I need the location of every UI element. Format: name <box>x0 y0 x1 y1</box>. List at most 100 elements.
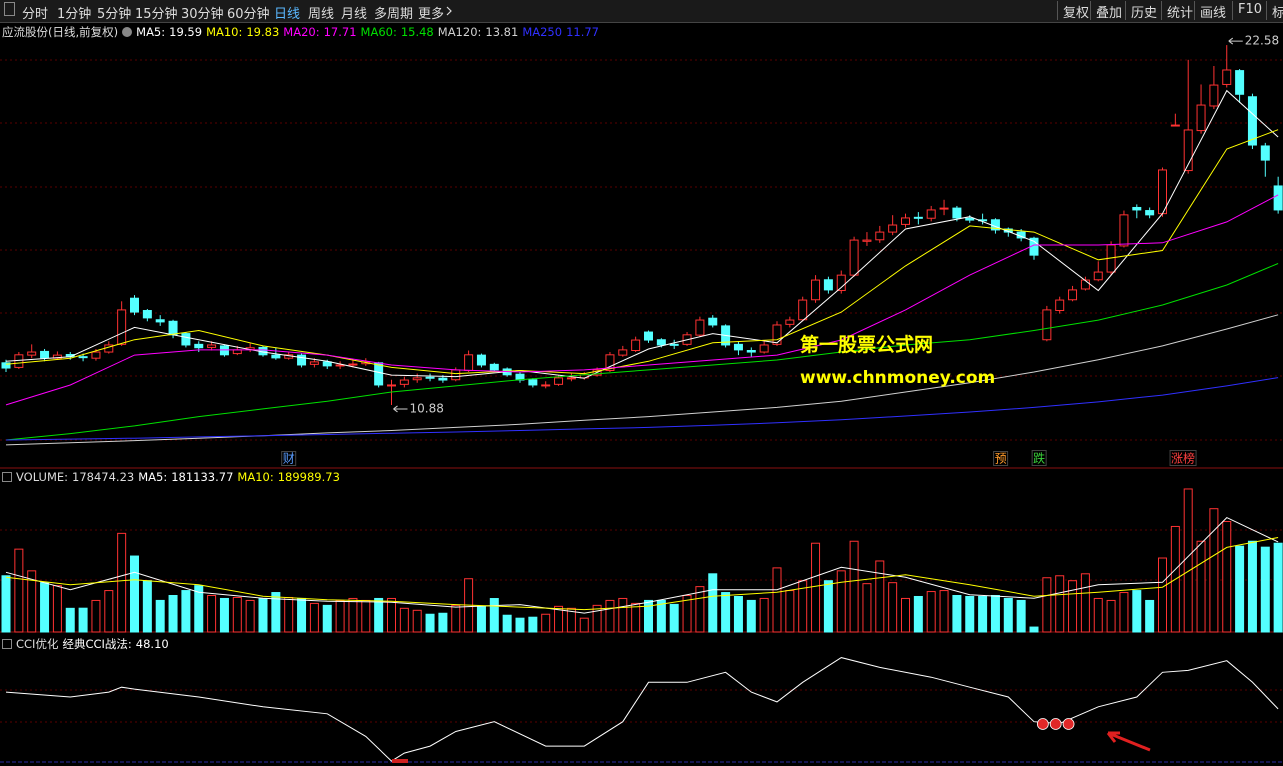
series-line <box>5 657 1279 762</box>
volume-bar <box>733 595 743 633</box>
candle-body <box>1158 169 1167 215</box>
volume-bar <box>952 594 962 633</box>
volume-bar <box>1158 557 1167 633</box>
volume-bar <box>811 542 821 633</box>
period-tab[interactable]: 日线 <box>274 7 301 22</box>
candle-body <box>554 377 564 385</box>
volume-bar <box>1273 542 1283 633</box>
volume-bar <box>1183 488 1193 633</box>
legend-name: MA120: <box>437 25 482 39</box>
tool-button[interactable]: 统计 <box>1161 1 1198 21</box>
candle-body <box>1 362 11 369</box>
event-box <box>281 451 297 466</box>
volume-bar <box>271 592 281 633</box>
toolbar: 分时 1分钟 5分钟 15分钟 30分钟 60分钟 日线 周线 月线 多周期 更… <box>0 0 1283 23</box>
volume-bar <box>27 570 37 633</box>
legend-value: 15.48 <box>400 25 434 39</box>
tool-button[interactable]: 复权 <box>1057 1 1094 21</box>
volume-bar <box>168 595 178 633</box>
volume-bar <box>566 607 576 633</box>
candle-body <box>91 351 101 359</box>
period-tab[interactable]: 30分钟 <box>181 7 224 22</box>
tool-button[interactable]: 历史 <box>1125 1 1162 21</box>
candle-body <box>1222 69 1232 85</box>
candle-body <box>374 362 384 386</box>
candle-body <box>425 376 435 379</box>
volume-bar <box>476 605 486 633</box>
candle-body <box>952 207 962 219</box>
volume-bar <box>374 597 384 633</box>
volume-bar <box>425 613 435 633</box>
volume-bar <box>1068 580 1078 633</box>
series-line <box>5 89 1279 379</box>
period-tab[interactable]: 分时 <box>22 7 49 22</box>
period-tab[interactable]: 多周期 <box>374 7 414 22</box>
volume-bar <box>1055 575 1065 633</box>
volume-bar <box>631 602 641 633</box>
dropdown-icon[interactable] <box>122 27 133 37</box>
candle-body <box>1042 309 1052 341</box>
more-tab[interactable]: 更多 <box>418 7 445 22</box>
signal-ball <box>1049 718 1062 730</box>
volume-bar <box>322 604 332 633</box>
candle-body <box>836 274 846 292</box>
tool-button[interactable]: F10 <box>1232 1 1267 20</box>
candle-body <box>117 309 127 345</box>
volume-bar <box>515 617 525 633</box>
volume-bar <box>746 599 756 633</box>
period-tab[interactable]: 5分钟 <box>97 7 132 22</box>
period-tab[interactable]: 1分钟 <box>57 7 92 22</box>
candle-body <box>669 343 679 346</box>
volume-bar <box>836 570 846 633</box>
candle-body <box>1119 214 1129 247</box>
candle-body <box>335 364 345 367</box>
volume-bar <box>297 597 307 633</box>
tool-button[interactable]: 叠加 <box>1090 1 1127 21</box>
series-line <box>5 129 1279 375</box>
candle-body <box>142 310 152 319</box>
tool-button[interactable]: 标 <box>1266 1 1283 21</box>
candle-body <box>1093 271 1103 281</box>
period-tab[interactable]: 60分钟 <box>227 7 270 22</box>
volume-bar <box>52 585 62 633</box>
candle-body <box>322 361 332 367</box>
candle-body <box>708 317 718 326</box>
volume-bar <box>65 607 75 633</box>
volume-bar <box>978 595 988 633</box>
volume-bar <box>579 617 589 633</box>
candle-body <box>631 339 641 352</box>
candle-body <box>348 363 358 366</box>
annotation-arrow <box>1228 37 1243 45</box>
candle-body <box>1145 210 1155 216</box>
candle-body <box>438 377 448 381</box>
candle-body <box>618 349 628 356</box>
candle-body <box>644 331 653 341</box>
watermark: www.chnmoney.com <box>800 368 996 388</box>
volume-bar <box>14 548 24 633</box>
volume-bar <box>592 604 602 633</box>
candle-body <box>1260 145 1270 161</box>
tool-button[interactable]: 画线 <box>1194 1 1231 21</box>
candle-body <box>939 207 949 210</box>
volume-bar <box>387 597 396 633</box>
volume-bar <box>1209 508 1219 633</box>
candle-body <box>1080 279 1090 290</box>
volume-bar <box>759 597 769 633</box>
period-tab[interactable]: 月线 <box>341 7 368 22</box>
candle-body <box>849 239 859 276</box>
annotation-arrow <box>393 405 408 413</box>
candle-body <box>40 350 50 359</box>
volume-bar <box>335 599 345 633</box>
event-tag: 跌 <box>1033 451 1045 466</box>
legend-name: MA250 <box>522 25 563 39</box>
volume-bar <box>1080 573 1090 633</box>
period-tab[interactable]: 周线 <box>308 7 335 22</box>
candle-body <box>541 384 551 387</box>
volume-bar <box>772 567 782 633</box>
candle-body <box>155 319 165 323</box>
menu-icon[interactable] <box>4 2 15 16</box>
volume-bar <box>245 599 255 633</box>
period-tab[interactable]: 15分钟 <box>135 7 178 22</box>
